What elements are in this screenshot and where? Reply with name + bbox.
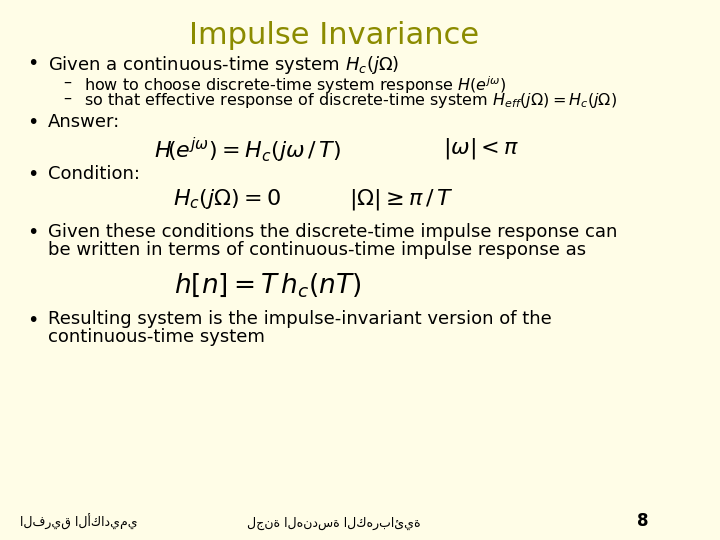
Text: be written in terms of continuous-time impulse response as: be written in terms of continuous-time i… xyxy=(48,241,586,259)
Text: •: • xyxy=(27,113,38,132)
Text: Given these conditions the discrete-time impulse response can: Given these conditions the discrete-time… xyxy=(48,223,618,241)
Text: الفريق الأكاديمي: الفريق الأكاديمي xyxy=(20,514,138,530)
Text: –: – xyxy=(63,91,71,106)
Text: so that effective response of discrete-time system $H_{eff}(j\Omega)=H_c(j\Omega: so that effective response of discrete-t… xyxy=(84,91,616,110)
Text: Given a continuous-time system $H_c(j\Omega)$: Given a continuous-time system $H_c(j\Om… xyxy=(48,54,400,76)
Text: •: • xyxy=(27,54,38,73)
Text: Resulting system is the impulse-invariant version of the: Resulting system is the impulse-invarian… xyxy=(48,310,552,328)
Text: 8: 8 xyxy=(637,512,649,530)
Text: $|\Omega| \geq \pi\,/\,T$: $|\Omega| \geq \pi\,/\,T$ xyxy=(349,187,454,212)
Text: how to choose discrete-time system response $H(e^{j\omega})$: how to choose discrete-time system respo… xyxy=(84,75,505,96)
Text: Condition:: Condition: xyxy=(48,165,140,183)
Text: •: • xyxy=(27,223,38,242)
Text: $h[n]= T\,h_c(nT)$: $h[n]= T\,h_c(nT)$ xyxy=(174,271,361,299)
Text: continuous-time system: continuous-time system xyxy=(48,328,265,346)
Text: لجنة الهندسة الكهربائية: لجنة الهندسة الكهربائية xyxy=(248,517,421,530)
Text: Impulse Invariance: Impulse Invariance xyxy=(189,21,480,50)
Text: $|\omega| < \pi$: $|\omega| < \pi$ xyxy=(443,136,520,161)
Text: $H\!\left(e^{j\omega}\right)= H_c(j\omega\,/\, T)$: $H\!\left(e^{j\omega}\right)= H_c(j\omeg… xyxy=(154,136,341,165)
Text: •: • xyxy=(27,165,38,184)
Text: Answer:: Answer: xyxy=(48,113,120,131)
Text: •: • xyxy=(27,310,38,329)
Text: $H_c(j\Omega)= 0$: $H_c(j\Omega)= 0$ xyxy=(173,187,282,211)
Text: –: – xyxy=(63,75,71,90)
